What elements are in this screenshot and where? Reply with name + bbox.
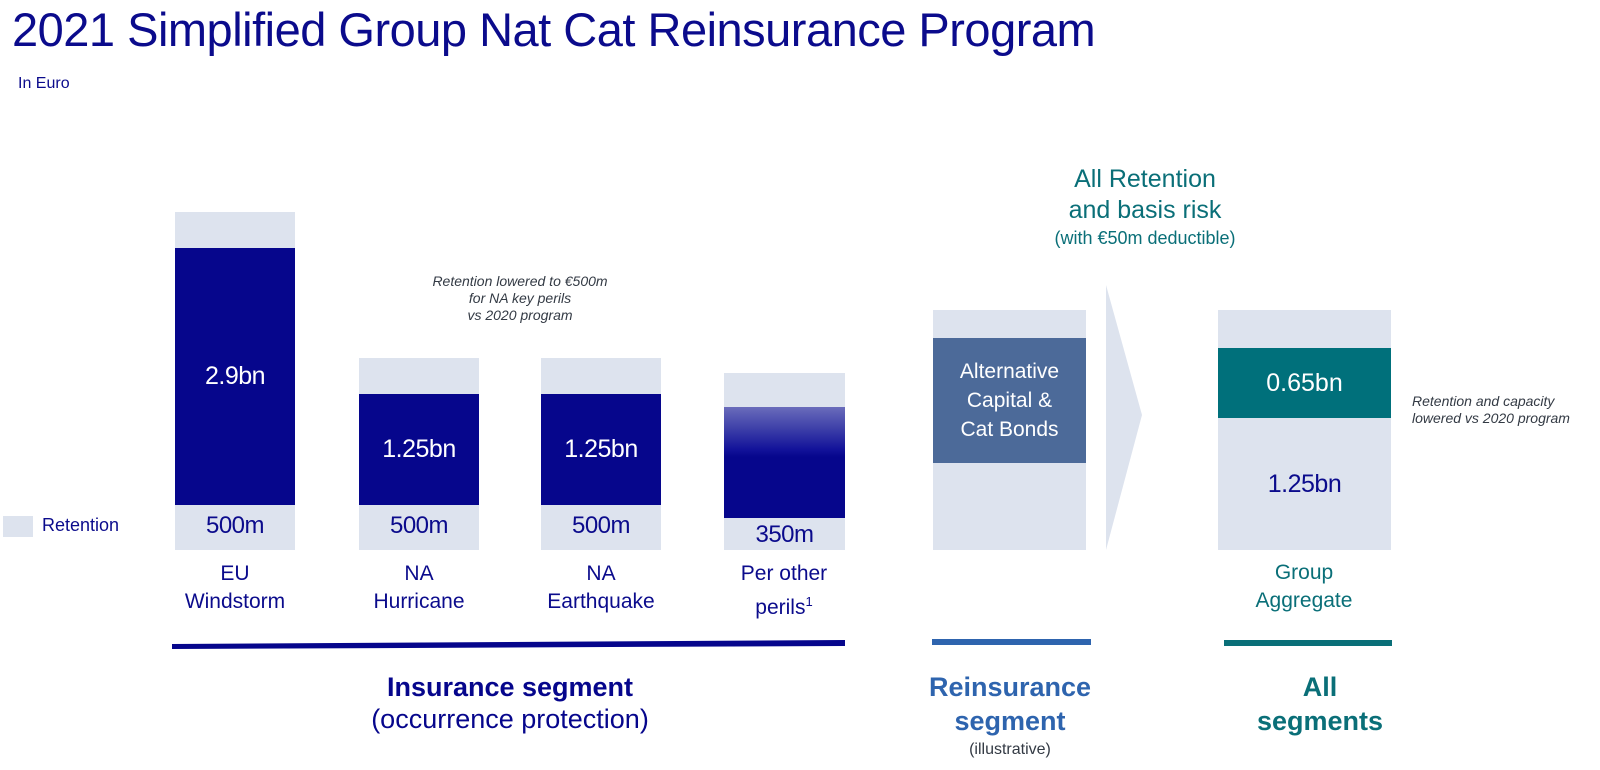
- legend-retention-swatch: [3, 516, 33, 537]
- cover-block: 0.65bn: [1218, 348, 1391, 418]
- insurance-segment-title: Insurance segment: [386, 672, 634, 702]
- category-label-na-hurricane: NA Hurricane: [373, 562, 465, 613]
- cover-block: 1.25bn: [541, 394, 661, 505]
- category-label-eu-windstorm: EU Windstorm: [184, 562, 286, 613]
- cover-block: 1.25bn: [359, 394, 479, 505]
- cover-block: 2.9bn: [175, 248, 295, 505]
- legend-retention-label: Retention: [42, 515, 120, 535]
- retention-label: 500m: [205, 512, 265, 539]
- page-title: 2021 Simplified Group Nat Cat Reinsuranc…: [12, 3, 1096, 56]
- insurance-segment-line: [172, 640, 845, 649]
- insurance-note: Retention lowered to €500m for NA key pe…: [432, 273, 608, 323]
- bar-na-earthquake: 1.25bn 500m: [541, 358, 661, 550]
- cover-label: 1.25bn: [564, 435, 638, 463]
- all-segments-title: All segments: [1256, 672, 1384, 736]
- footnote-marker: 1: [805, 594, 813, 609]
- group-aggregate-note: Retention and capacity lowered vs 2020 p…: [1412, 393, 1570, 426]
- bar-eu-windstorm: 2.9bn 500m: [175, 212, 295, 550]
- category-label-other-perils: Per other perils1: [740, 562, 828, 619]
- retention-label: 350m: [755, 521, 814, 548]
- chevron-arrow-icon: [1106, 285, 1142, 550]
- alt-capital-block: Alternative Capital & Cat Bonds: [933, 338, 1086, 463]
- bar-group-aggregate: 0.65bn 1.25bn: [1218, 310, 1391, 550]
- retention-label: 1.25bn: [1267, 470, 1342, 498]
- cover-label: 2.9bn: [204, 362, 266, 390]
- bar-reinsurance: Alternative Capital & Cat Bonds: [933, 310, 1086, 550]
- reinsurance-segment-title: Reinsurance segment: [928, 672, 1092, 736]
- bar-other-perils: 350m: [724, 373, 845, 550]
- cover-label: 0.65bn: [1266, 368, 1343, 397]
- insurance-segment-subtitle: (occurrence protection): [371, 704, 649, 734]
- reinsurance-segment-line: [932, 639, 1091, 645]
- all-retention-heading: All Retention and basis risk (with €50m …: [1054, 165, 1236, 248]
- reinsurance-segment-subtitle: (illustrative): [969, 741, 1051, 758]
- category-label-na-earthquake: NA Earthquake: [547, 562, 655, 613]
- category-label-group-aggregate: Group Aggregate: [1255, 561, 1353, 612]
- retention-block: [1218, 310, 1391, 550]
- cover-label: 1.25bn: [382, 435, 456, 463]
- bar-na-hurricane: 1.25bn 500m: [359, 358, 479, 550]
- cover-gradient-block: [724, 407, 845, 518]
- retention-label: 500m: [389, 512, 449, 539]
- currency-subtitle: In Euro: [18, 75, 70, 92]
- retention-label: 500m: [571, 512, 631, 539]
- all-segments-line: [1224, 640, 1392, 646]
